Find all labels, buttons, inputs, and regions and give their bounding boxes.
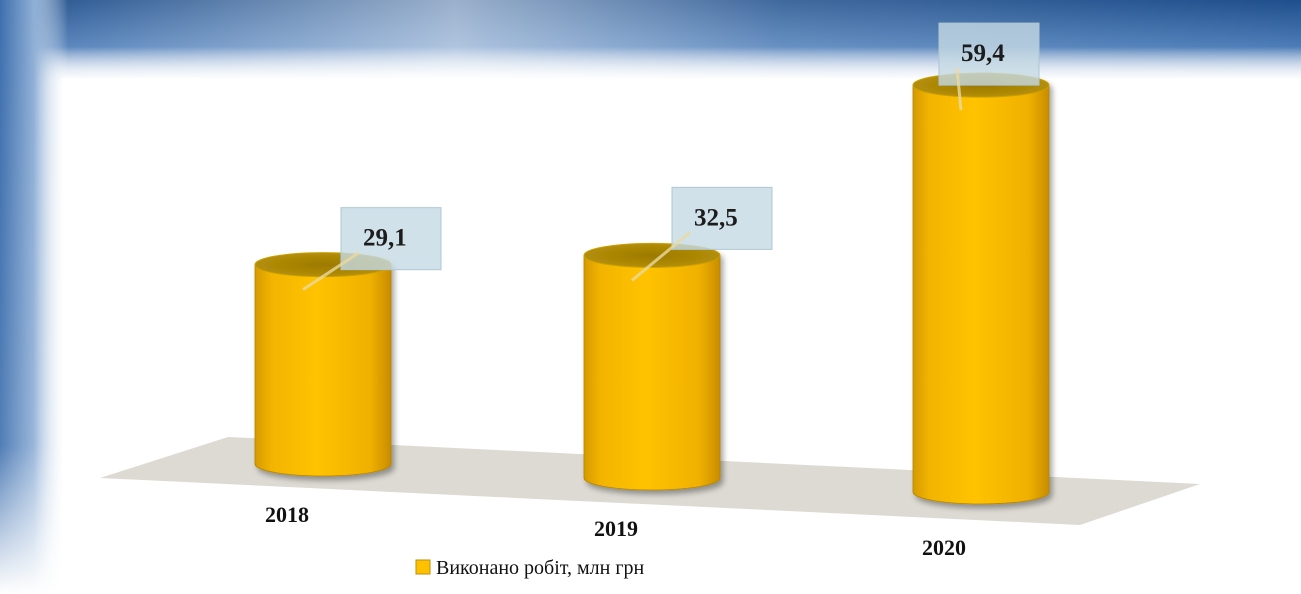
bar-body: [583, 254, 721, 491]
data-label-box: [938, 22, 1040, 86]
bar-body: [912, 84, 1050, 505]
data-label-2018: 29,1: [302, 207, 442, 291]
data-label-leader: [302, 251, 360, 291]
data-label-box: [340, 207, 442, 271]
left-band-fade: [0, 0, 68, 594]
data-labels-layer: 29,1 32,5 59,4: [302, 22, 1040, 291]
legend-label: Виконано робіт, млн грн: [436, 557, 645, 579]
x-axis-tick-labels: 2018 2019 2020: [265, 502, 966, 560]
x-tick-label: 2019: [594, 516, 638, 541]
legend: Виконано робіт, млн грн: [415, 557, 645, 579]
data-label-2020: 59,4: [938, 22, 1040, 111]
data-label-text: 29,1: [363, 225, 407, 252]
data-label-2019: 32,5: [631, 186, 773, 282]
bar-body: [254, 264, 392, 477]
legend-swatch: [415, 559, 431, 575]
x-tick-label: 2020: [922, 535, 966, 560]
data-label-text: 59,4: [961, 40, 1005, 67]
bar-2020: [912, 72, 1050, 505]
bar-2019: [583, 242, 721, 491]
x-tick-label: 2018: [265, 502, 309, 527]
header-highlight: [0, 0, 1301, 85]
bars-layer: [254, 72, 1050, 505]
data-label-leader: [955, 67, 963, 111]
data-label-text: 32,5: [694, 204, 738, 231]
data-label-box: [671, 186, 773, 250]
data-label-leader: [631, 231, 691, 282]
bar-2018: [254, 252, 392, 477]
